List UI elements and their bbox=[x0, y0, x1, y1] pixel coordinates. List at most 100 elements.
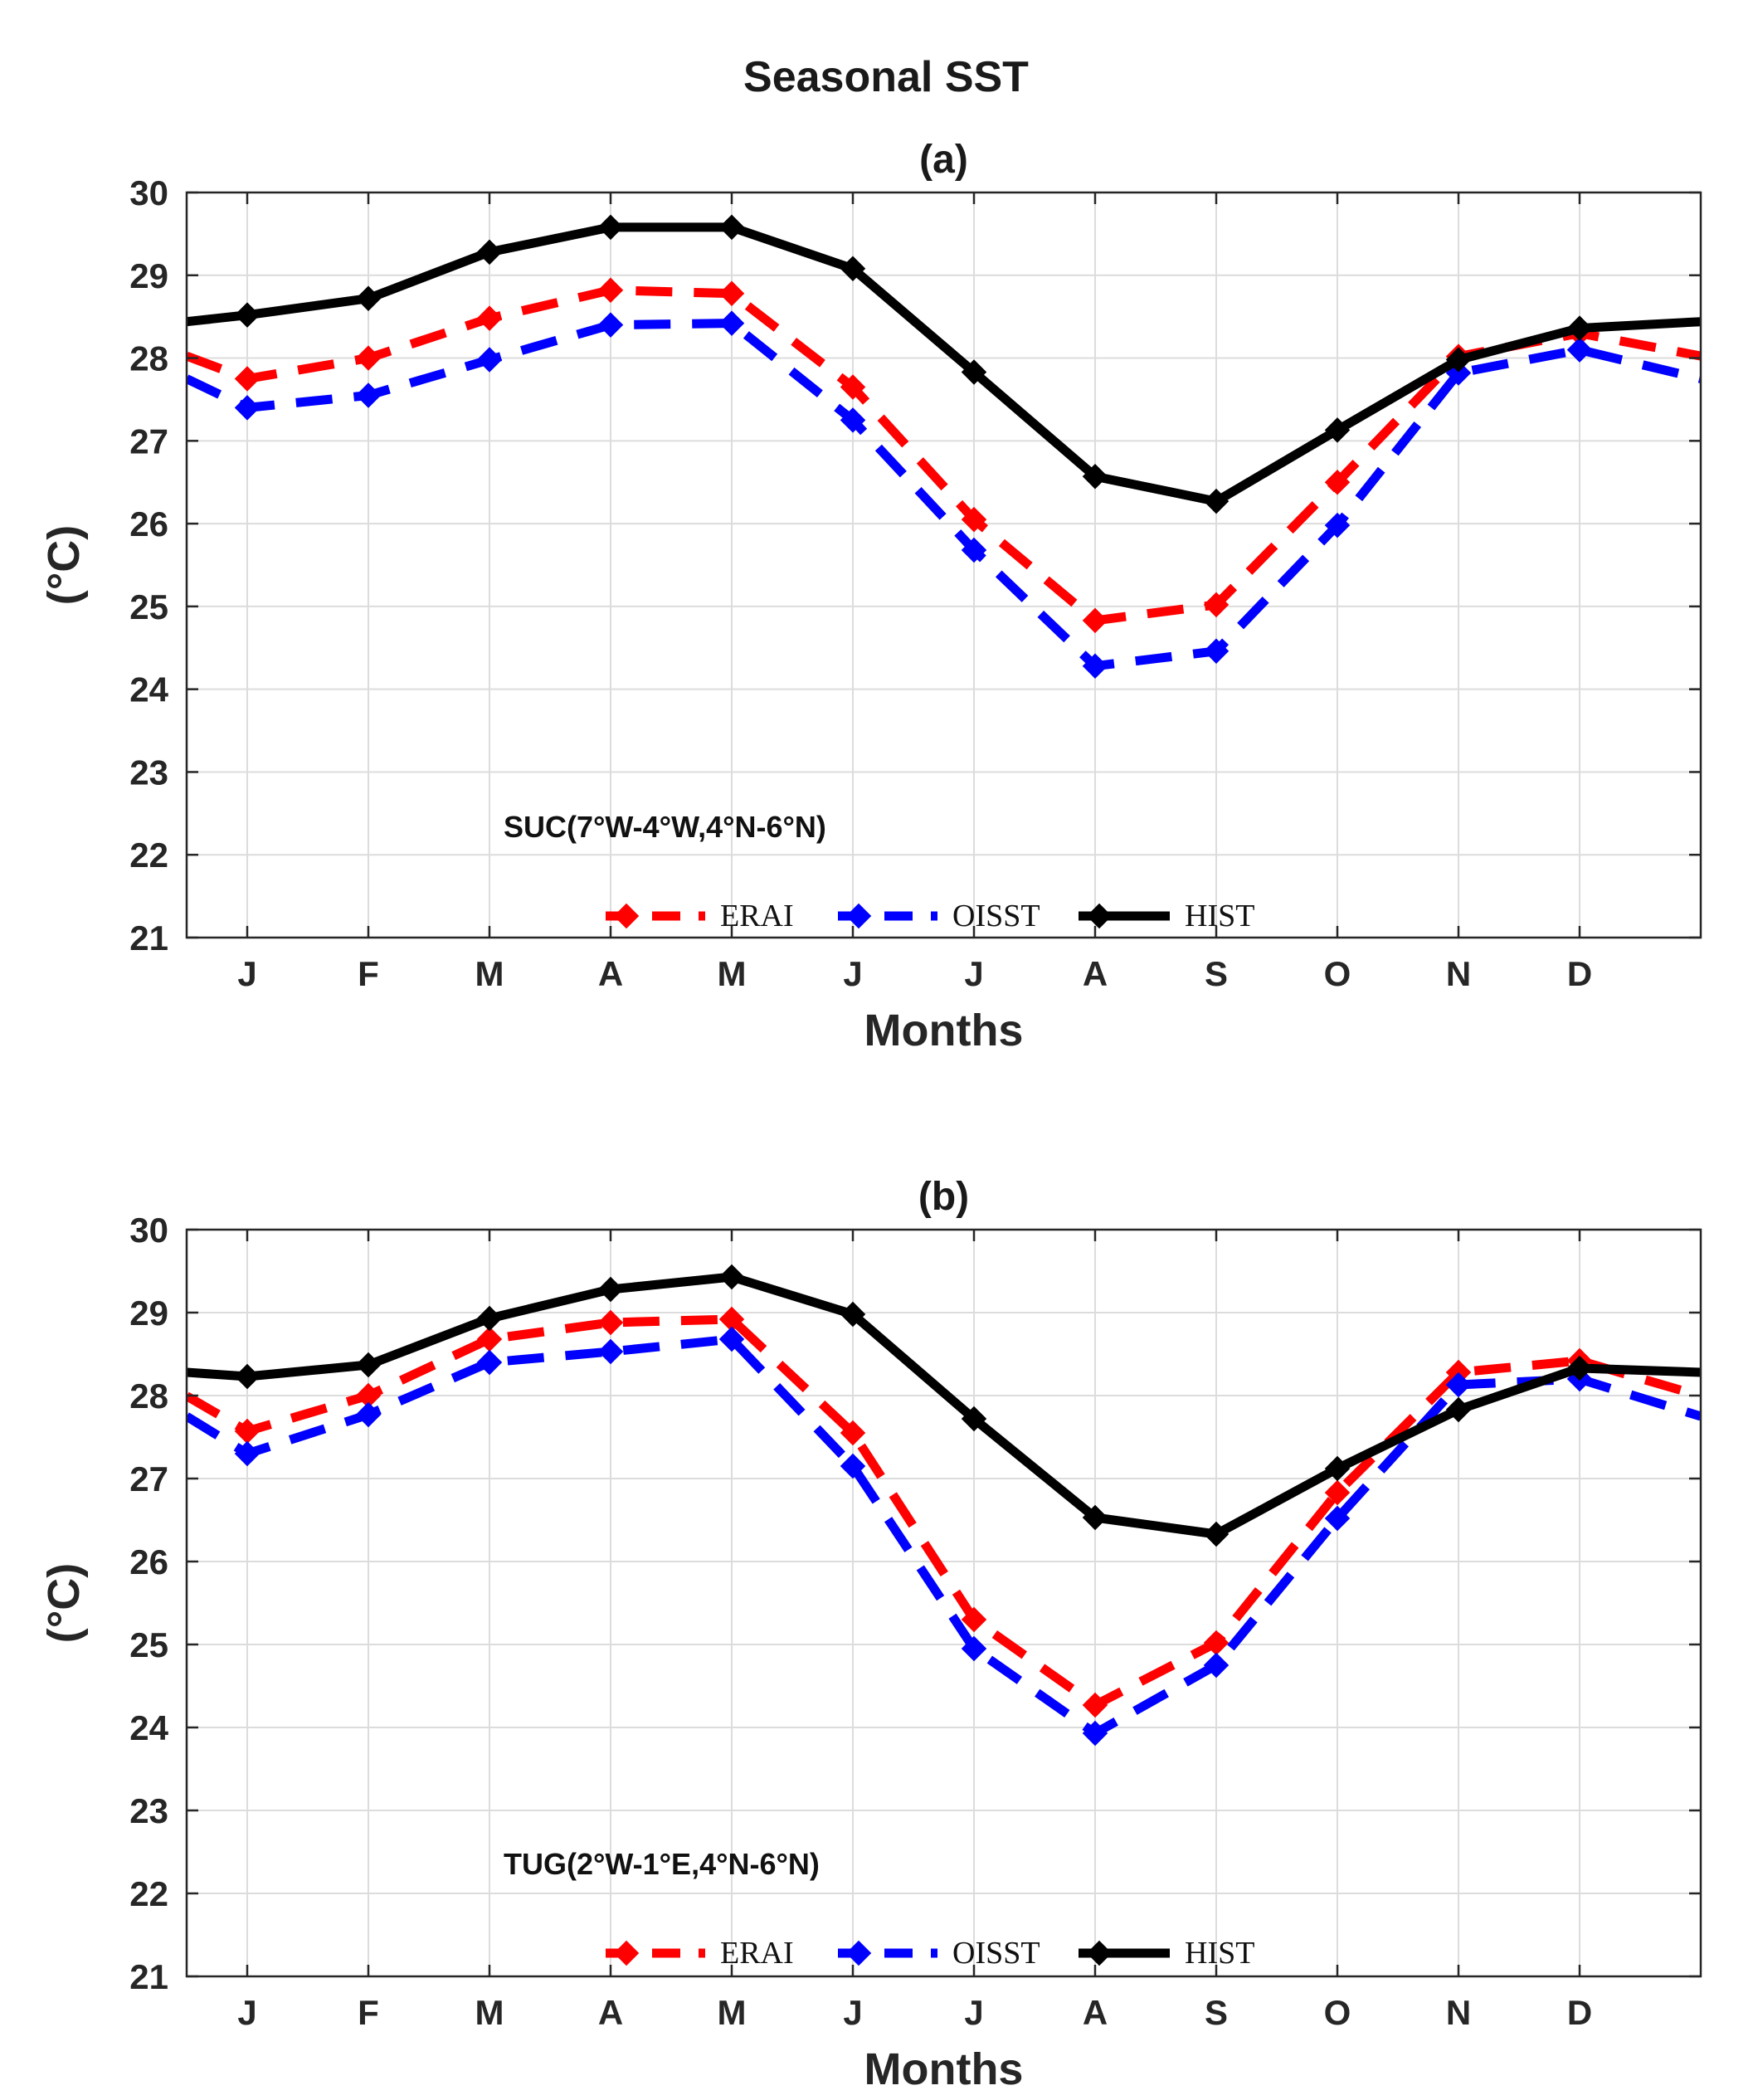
data-point-hist bbox=[1566, 315, 1593, 341]
legend-label-oisst: OISST bbox=[952, 899, 1040, 933]
panel-b: 21 22 23 24 25 26 27 28 29 30 J F M A M J J A S O N D (b) Month… bbox=[39, 1175, 1702, 2094]
data-point-oisst bbox=[961, 537, 987, 563]
x-tick-label: M bbox=[475, 954, 504, 993]
legend-marker-hist bbox=[1086, 903, 1113, 929]
data-point-erai bbox=[1082, 1692, 1108, 1718]
data-point-oisst bbox=[1203, 638, 1230, 665]
data-point-erai bbox=[476, 1326, 503, 1352]
data-point-erai bbox=[961, 1606, 987, 1633]
data-point-hist bbox=[1203, 488, 1230, 514]
data-point-hist bbox=[961, 359, 987, 385]
data-point-oisst bbox=[355, 382, 382, 408]
y-tick-label: 30 bbox=[129, 173, 168, 212]
y-tick-label: 25 bbox=[129, 1625, 168, 1664]
legend: ERAI OISST HIST bbox=[606, 899, 1254, 933]
legend-marker-hist bbox=[1086, 1940, 1113, 1966]
data-point-erai bbox=[355, 1382, 382, 1409]
data-point-hist bbox=[1082, 463, 1108, 490]
x-tick-label: O bbox=[1324, 954, 1351, 993]
x-tick-label: F bbox=[358, 1993, 379, 2032]
data-point-erai bbox=[597, 277, 624, 303]
axes-box bbox=[185, 1228, 1702, 1978]
legend-marker-erai bbox=[613, 903, 640, 929]
data-point-erai bbox=[718, 280, 745, 306]
y-tick-label: 28 bbox=[129, 339, 168, 378]
axes-box bbox=[185, 191, 1702, 939]
data-point-oisst bbox=[476, 347, 503, 373]
legend-marker-oisst bbox=[845, 903, 872, 929]
y-tick-label: 25 bbox=[129, 587, 168, 626]
data-point-oisst bbox=[597, 312, 624, 338]
data-point-erai bbox=[234, 366, 261, 392]
data-point-hist bbox=[597, 214, 624, 241]
y-tick-label: 23 bbox=[129, 1791, 168, 1830]
y-tick-label: 24 bbox=[129, 1708, 168, 1747]
series-line-oisst bbox=[187, 319, 1701, 671]
data-point-hist bbox=[355, 1352, 382, 1378]
region-label: TUG(2°W-1°E,4°N-6°N) bbox=[504, 1847, 820, 1881]
x-tick-label: J bbox=[237, 954, 256, 993]
x-tick-label: A bbox=[598, 954, 623, 993]
data-point-hist bbox=[355, 285, 382, 311]
y-tick-label: 21 bbox=[129, 918, 168, 957]
data-point-hist bbox=[476, 1305, 503, 1332]
legend-marker-oisst bbox=[845, 1940, 872, 1966]
y-tick-label: 23 bbox=[129, 753, 168, 792]
x-axis-label: Months bbox=[864, 2044, 1024, 2094]
data-point-hist bbox=[234, 1363, 261, 1390]
data-point-erai bbox=[234, 1418, 261, 1445]
data-point-hist bbox=[1324, 417, 1351, 443]
data-point-hist bbox=[476, 239, 503, 266]
x-tick-label: M bbox=[718, 954, 747, 993]
data-point-hist bbox=[597, 1276, 624, 1303]
legend-label-oisst: OISST bbox=[952, 1936, 1040, 1971]
data-point-erai bbox=[840, 374, 866, 400]
series-line-hist bbox=[187, 1272, 1701, 1539]
panel-label: (a) bbox=[919, 138, 968, 182]
data-point-hist bbox=[1203, 1521, 1230, 1547]
data-point-oisst bbox=[234, 395, 261, 421]
x-tick-label: A bbox=[1083, 1993, 1108, 2032]
legend-label-hist: HIST bbox=[1185, 899, 1254, 933]
data-point-hist bbox=[961, 1406, 987, 1432]
data-point-hist bbox=[840, 256, 866, 282]
data-point-oisst bbox=[1566, 337, 1593, 363]
series-line-oisst bbox=[187, 1334, 1701, 1738]
legend-label-erai: ERAI bbox=[720, 1936, 794, 1971]
y-tick-label: 29 bbox=[129, 256, 168, 295]
plot-area bbox=[187, 192, 1701, 938]
panel-label: (b) bbox=[918, 1175, 969, 1219]
data-point-hist bbox=[1324, 1455, 1351, 1482]
plot-area bbox=[187, 1230, 1701, 1976]
y-tick-label: 26 bbox=[129, 504, 168, 543]
data-point-oisst bbox=[1445, 1372, 1472, 1398]
data-point-oisst bbox=[1082, 653, 1108, 679]
y-tick-label: 22 bbox=[129, 836, 168, 875]
x-tick-label: J bbox=[843, 1993, 862, 2032]
data-point-oisst bbox=[234, 1440, 261, 1467]
y-tick-label: 27 bbox=[129, 421, 168, 460]
y-tick-label: 29 bbox=[129, 1294, 168, 1333]
x-tick-label: M bbox=[475, 1993, 504, 2032]
x-tick-label: O bbox=[1324, 1993, 1351, 2032]
x-tick-label: N bbox=[1446, 1993, 1471, 2032]
y-axis-label: (°C) bbox=[39, 1563, 89, 1644]
data-point-oisst bbox=[1324, 512, 1351, 538]
x-tick-label: D bbox=[1567, 954, 1592, 993]
x-axis-label: Months bbox=[864, 1006, 1024, 1055]
x-tick-label: J bbox=[843, 954, 862, 993]
y-tick-label: 28 bbox=[129, 1376, 168, 1415]
series-line-erai bbox=[187, 1314, 1701, 1710]
data-point-erai bbox=[1324, 469, 1351, 495]
y-axis-label: (°C) bbox=[39, 525, 89, 606]
y-tick-label: 22 bbox=[129, 1874, 168, 1913]
x-tick-label: S bbox=[1205, 1993, 1228, 2032]
panel-a: 21 22 23 24 25 26 27 28 29 30 J F M A M J J A S O N D (a) Month… bbox=[39, 138, 1702, 1055]
data-point-oisst bbox=[355, 1401, 382, 1428]
data-point-hist bbox=[1082, 1504, 1108, 1531]
data-point-hist bbox=[1445, 347, 1472, 373]
data-point-erai bbox=[1203, 1630, 1230, 1656]
data-point-oisst bbox=[476, 1349, 503, 1376]
x-tick-label: F bbox=[358, 954, 379, 993]
data-point-oisst bbox=[1082, 1720, 1108, 1747]
